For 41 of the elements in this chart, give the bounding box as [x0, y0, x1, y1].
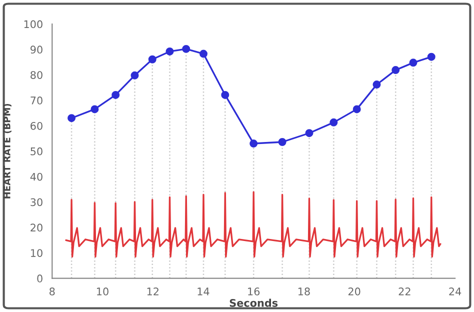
x-tick-label: 20 — [348, 288, 360, 296]
y-tick-label: 70 — [30, 96, 42, 104]
point — [90, 105, 99, 114]
y-axis-title: HEART RATE (BPM) — [3, 104, 12, 198]
x-tick-label: 14 — [198, 288, 210, 296]
y-tick-label: 30 — [30, 198, 42, 206]
x-axis-title: Seconds — [230, 298, 278, 307]
x-tick-label: 16 — [248, 288, 260, 296]
y-tick-label: 10 — [31, 249, 42, 257]
x-tick-label: 10 — [97, 288, 108, 296]
y-tick-label: 90 — [30, 46, 42, 54]
y-tick-label: 50 — [30, 147, 42, 156]
point — [250, 140, 258, 148]
point — [182, 44, 190, 53]
point — [166, 47, 174, 56]
x-tick-label: 22 — [398, 288, 410, 296]
point — [305, 129, 314, 138]
point — [68, 114, 76, 122]
x-tick-label: 8 — [50, 288, 55, 296]
x-tick-label: 12 — [147, 288, 158, 296]
point — [221, 90, 230, 99]
y-tick-label: 0 — [37, 274, 42, 282]
point — [148, 55, 156, 64]
y-tick-label: 80 — [30, 71, 42, 79]
y-tick-label: 60 — [30, 122, 42, 130]
point — [372, 80, 381, 89]
point — [392, 66, 400, 74]
point — [112, 90, 120, 99]
y-tick-label: 20 — [30, 224, 42, 232]
point — [330, 118, 338, 126]
y-tick-label: 100 — [24, 20, 42, 28]
x-tick-label: 18 — [298, 288, 310, 296]
point — [130, 71, 139, 80]
line-series — [65, 191, 442, 258]
point — [409, 58, 418, 67]
y-tick-label: 40 — [30, 172, 42, 181]
point — [427, 52, 436, 61]
x-tick-label: 24 — [449, 288, 462, 296]
point — [199, 50, 208, 58]
point — [278, 138, 286, 146]
point — [352, 105, 361, 114]
